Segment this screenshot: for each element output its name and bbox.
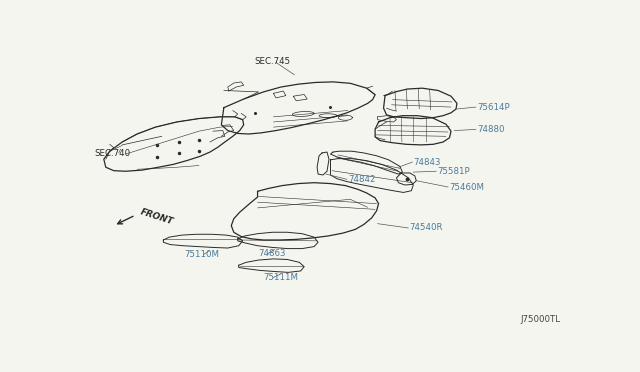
Text: 74863: 74863 bbox=[259, 249, 286, 258]
Text: SEC.745: SEC.745 bbox=[255, 57, 291, 66]
Text: 74880: 74880 bbox=[477, 125, 504, 134]
Text: J75000TL: J75000TL bbox=[520, 315, 560, 324]
Text: 75460M: 75460M bbox=[449, 183, 484, 192]
Text: 75614P: 75614P bbox=[477, 103, 509, 112]
Text: SEC.740: SEC.740 bbox=[94, 149, 130, 158]
Text: 74843: 74843 bbox=[413, 158, 441, 167]
Text: 75111M: 75111M bbox=[264, 273, 298, 282]
Text: FRONT: FRONT bbox=[140, 207, 175, 226]
Text: 75110M: 75110M bbox=[184, 250, 219, 259]
Text: 74540R: 74540R bbox=[410, 224, 443, 232]
Text: 75581P: 75581P bbox=[437, 167, 470, 176]
Text: 74842: 74842 bbox=[348, 175, 375, 184]
